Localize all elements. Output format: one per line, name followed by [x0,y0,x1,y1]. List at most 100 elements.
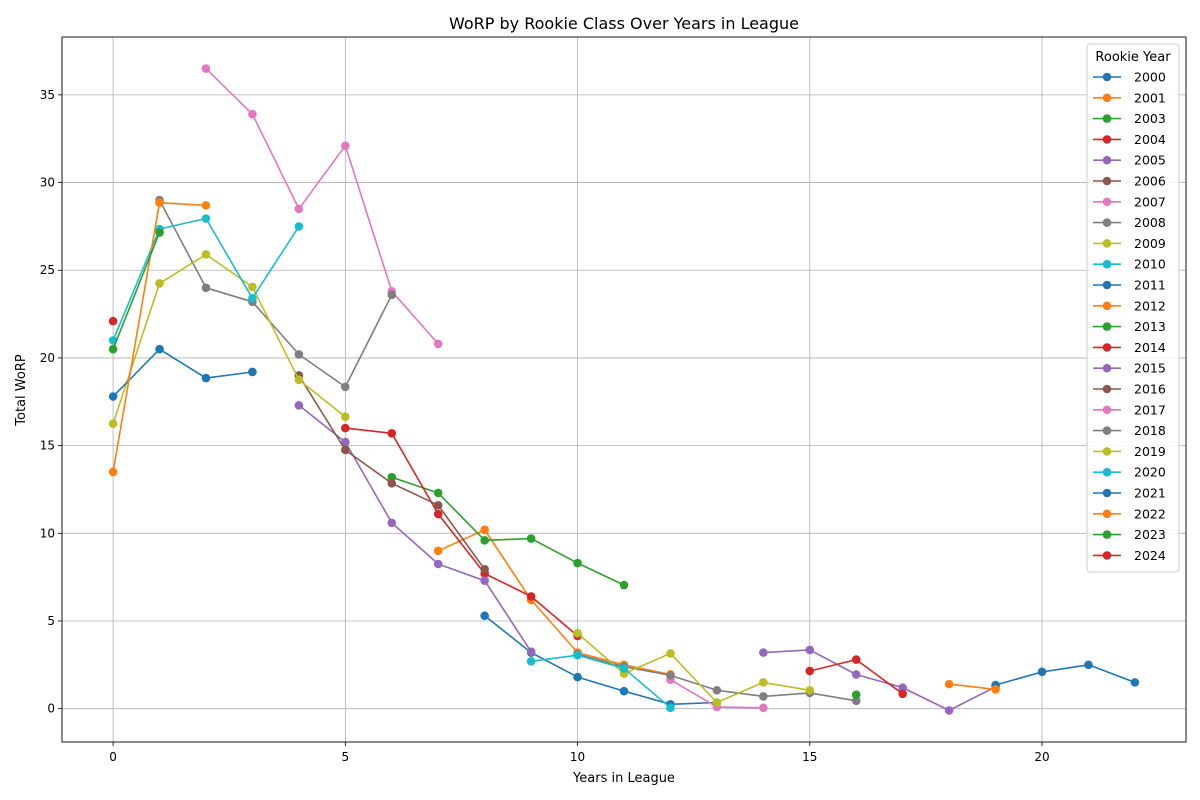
legend-item: 2024 [1093,548,1166,563]
legend-label: 2016 [1134,382,1166,397]
legend-label: 2020 [1134,465,1166,480]
legend-label: 2015 [1134,361,1166,376]
legend-frame [1086,43,1180,573]
data-point [480,576,489,585]
legend-label: 2007 [1134,194,1166,209]
legend-swatch-marker [1102,72,1112,82]
legend-label: 2019 [1134,444,1166,459]
legend-item: 2005 [1093,153,1166,168]
legend-label: 2005 [1134,153,1166,168]
data-point [108,467,118,477]
data-point [526,592,536,601]
legend-swatch-marker [1102,322,1112,331]
data-point [851,690,861,699]
legend-label: 2024 [1134,548,1166,563]
legend-swatch-marker [1102,343,1112,352]
data-point [433,559,443,569]
legend-label: 2004 [1134,132,1166,147]
series-2009 [108,250,350,428]
legend-swatch-marker [1102,384,1112,394]
legend-item: 2009 [1093,236,1166,251]
legend-item: 2000 [1093,70,1166,85]
data-point [433,488,443,498]
data-point [526,534,536,543]
data-point [712,698,722,707]
series-2023 [851,690,861,699]
series-line [530,654,671,709]
data-point [433,546,443,556]
legend-swatch-marker [1102,176,1112,186]
legend-label: 2006 [1134,174,1166,189]
legend-swatch-marker [1102,218,1112,227]
data-point [248,294,257,303]
legend-swatch-marker [1102,259,1112,269]
legend-swatch-marker [1102,488,1112,498]
x-axis-label: Years in League [572,771,675,786]
data-point [341,382,350,392]
legend-item: 2018 [1093,423,1166,438]
legend-items: 2000 2001 2003 2004 2005 2006 2007 2008 2009 2010… [1093,70,1166,563]
series-2022 [944,679,1000,694]
legend-item: 2014 [1093,340,1166,355]
data-point [341,437,350,447]
legend-swatch-marker [1102,447,1112,456]
data-point [851,696,861,706]
legend-label: 2022 [1134,506,1166,521]
series-line [112,232,161,350]
legend-item: 2003 [1093,111,1166,126]
data-point [248,367,257,377]
series-2013 [108,228,164,354]
data-point [805,685,815,695]
data-point [201,214,211,223]
data-point [387,472,397,482]
data-point [759,678,768,687]
data-point [805,645,815,655]
data-point [851,670,861,679]
data-point [666,703,675,713]
data-point [433,339,443,349]
data-point [759,648,768,657]
legend-label: 2023 [1134,527,1166,542]
legend-swatch-marker [1102,467,1112,477]
series-2012 [108,198,211,477]
data-point [341,423,350,433]
data-point [387,479,397,488]
series-line [391,476,625,586]
data-point [480,536,489,545]
data-point [387,290,397,300]
data-point [155,228,164,237]
grid [62,37,1186,742]
data-point [573,628,582,638]
legend-item: 2016 [1093,382,1166,397]
data-point [851,655,861,664]
legend-swatch-marker [1102,363,1112,373]
data-point [387,518,397,528]
x-tick-label: 20 [1034,750,1049,764]
legend-label: 2000 [1134,70,1166,85]
legend-swatch-marker [1102,405,1112,415]
legend-item: 2021 [1093,486,1166,501]
data-point [248,109,257,119]
legend-swatch-marker [1102,155,1112,165]
x-tick-label: 10 [570,750,585,764]
y-tick-label: 20 [40,351,55,365]
series-2007 [201,64,443,349]
legend-swatch-marker [1102,530,1112,539]
legend-item: 2023 [1093,527,1166,542]
data-point [526,657,536,666]
series-line [158,199,393,388]
legend-label: 2018 [1134,423,1166,438]
legend-swatch-marker [1102,93,1112,103]
data-point [805,666,815,676]
data-point [991,685,1000,694]
data-point [898,683,907,692]
data-point [433,509,443,519]
series-line [949,683,996,691]
legend-item: 2012 [1093,298,1166,313]
legend-item: 2004 [1093,132,1166,147]
y-axis-label: Total WoRP [14,354,29,427]
legend-item: 2019 [1093,444,1166,459]
data-point [155,344,164,354]
series-line [112,348,253,398]
